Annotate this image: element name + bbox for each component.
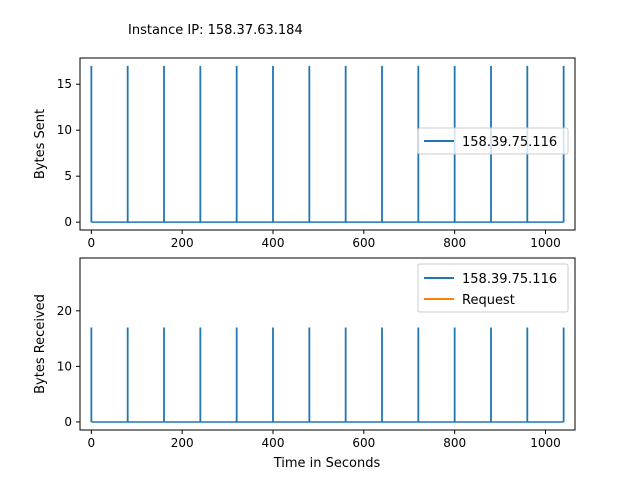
- series-lines-sent: [90, 65, 565, 223]
- subplot-bytes-sent: 0 200 400 600 800 1000 0 5 10 15 Bytes Sent 158.…: [33, 57, 576, 250]
- y-tick-label: 20: [57, 304, 72, 318]
- x-tick-label: 200: [171, 436, 194, 450]
- x-axis-label: Time in Seconds: [273, 456, 381, 471]
- x-tick-label: 0: [88, 236, 96, 250]
- figure-title: Instance IP: 158.37.63.184: [128, 23, 303, 38]
- legend-label-recv: 158.39.75.116: [462, 272, 557, 287]
- subplot-bytes-received: 0 200 400 600 800 1000 0 10 20 Bytes Received T…: [33, 257, 576, 471]
- y-ticks-sent: 0 5 10 15: [57, 77, 80, 229]
- y-tick-label: 10: [57, 123, 72, 137]
- y-ticks-recv: 0 10 20: [57, 304, 80, 429]
- legend-label-sent: 158.39.75.116: [462, 135, 557, 150]
- x-ticks-sent: 0 200 400 600 800 1000: [88, 230, 561, 250]
- series-lines-recv: [90, 327, 565, 423]
- x-tick-label: 600: [352, 236, 375, 250]
- x-tick-label: 1000: [530, 436, 561, 450]
- x-tick-label: 400: [262, 436, 285, 450]
- x-tick-label: 600: [352, 436, 375, 450]
- y-tick-label: 0: [64, 415, 72, 429]
- x-tick-label: 1000: [530, 236, 561, 250]
- x-tick-label: 800: [443, 236, 466, 250]
- y-axis-label-sent: Bytes Sent: [33, 109, 48, 179]
- legend-label-request: Request: [462, 293, 515, 308]
- y-tick-label: 15: [57, 77, 72, 91]
- y-axis-label-recv: Bytes Received: [33, 294, 48, 394]
- x-tick-label: 0: [88, 436, 96, 450]
- legend-sent: 158.39.75.116: [417, 127, 569, 155]
- legend-box-recv: [417, 263, 569, 313]
- x-tick-label: 800: [443, 436, 466, 450]
- y-tick-label: 5: [64, 169, 72, 183]
- x-ticks-recv: 0 200 400 600 800 1000: [88, 430, 561, 450]
- x-tick-label: 200: [171, 236, 194, 250]
- legend-recv: 158.39.75.116 Request: [417, 263, 569, 313]
- y-tick-label: 0: [64, 215, 72, 229]
- legend-box-sent: [417, 127, 569, 155]
- y-tick-label: 10: [57, 359, 72, 373]
- x-tick-label: 400: [262, 236, 285, 250]
